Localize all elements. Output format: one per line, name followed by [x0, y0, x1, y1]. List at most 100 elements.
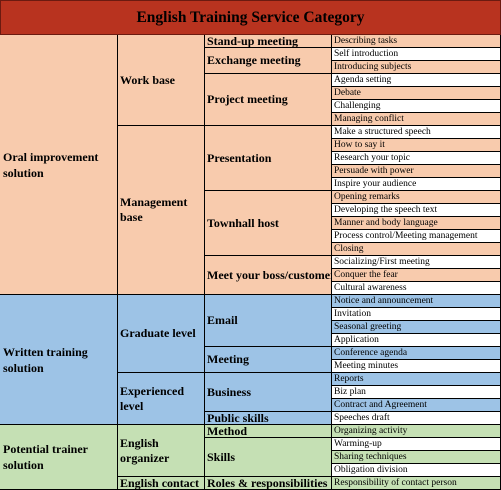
item-how-to-say-it-text: How to say it	[334, 140, 385, 150]
subcategory-meeting-text: Meeting	[207, 352, 249, 366]
subcategory-skills: Skills	[205, 438, 332, 477]
group-graduate-level-text: Graduate level	[120, 326, 196, 340]
subcategory-exchange-meeting: Exchange meeting	[205, 48, 332, 74]
item-contract-and-agreement-text: Contract and Agreement	[334, 400, 427, 410]
item-reports: Reports	[332, 373, 501, 386]
item-organizing-activity-text: Organizing activity	[334, 426, 408, 436]
item-socializing-first-meeting: Socializing/First meeting	[332, 256, 501, 269]
item-obligation-division-text: Obligation division	[334, 465, 408, 475]
item-responsibility-of-contact-person: Responsibility of contact person	[332, 477, 501, 490]
group-english-contact-text: English contact	[120, 477, 200, 490]
item-contract-and-agreement: Contract and Agreement	[332, 399, 501, 412]
item-conference-agenda: Conference agenda	[332, 347, 501, 360]
subcategory-presentation-text: Presentation	[207, 150, 272, 165]
item-introducing-subjects-text: Introducing subjects	[334, 62, 412, 72]
subcategory-public-skills-text: Public skills	[207, 412, 269, 425]
item-describing-tasks-text: Describing tasks	[334, 36, 398, 46]
item-how-to-say-it: How to say it	[332, 139, 501, 152]
item-process-control-meeting-management: Process control/Meeting management	[332, 230, 501, 243]
subcategory-exchange-meeting-text: Exchange meeting	[207, 53, 301, 67]
group-graduate-level: Graduate level	[118, 295, 205, 373]
category-written-training-solution-text: Written training solution	[3, 344, 88, 375]
item-opening-remarks: Opening remarks	[332, 191, 501, 204]
subcategory-presentation: Presentation	[205, 126, 332, 191]
item-sharing-techniques-text: Sharing techniques	[334, 452, 407, 462]
group-english-contact: English contact	[118, 477, 205, 490]
item-research-your-topic-text: Research your topic	[334, 153, 410, 163]
item-application: Application	[332, 334, 501, 347]
item-self-introduction-text: Self introduction	[334, 49, 399, 59]
item-process-control-meeting-management-text: Process control/Meeting management	[334, 231, 478, 241]
item-responsibility-of-contact-person-text: Responsibility of contact person	[334, 478, 457, 488]
subcategory-roles-responsibilities: Roles & responsibilities	[205, 477, 332, 490]
subcategory-roles-responsibilities-text: Roles & responsibilities	[207, 477, 328, 490]
item-meeting-minutes: Meeting minutes	[332, 360, 501, 373]
item-describing-tasks: Describing tasks	[332, 35, 501, 48]
item-biz-plan: Biz plan	[332, 386, 501, 399]
subcategory-email: Email	[205, 295, 332, 347]
item-persuade-with-power-text: Persuade with power	[334, 166, 414, 176]
subcategory-meet-your-boss-customer-text: Meet your boss/customer	[207, 267, 332, 282]
item-manner-and-body-language-text: Manner and body language	[334, 218, 438, 228]
item-challenging-text: Challenging	[334, 101, 381, 111]
group-experienced-level-text: Experienced level	[120, 383, 184, 413]
item-make-a-structured-speech-text: Make a structured speech	[334, 127, 431, 137]
subcategory-skills-text: Skills	[207, 449, 236, 464]
item-manner-and-body-language: Manner and body language	[332, 217, 501, 230]
category-written-training-solution: Written training solution	[0, 295, 118, 425]
item-conquer-the-fear-text: Conquer the fear	[334, 270, 398, 280]
subcategory-townhall-host-text: Townhall host	[207, 215, 279, 230]
item-closing: Closing	[332, 243, 501, 256]
subcategory-business-text: Business	[207, 384, 252, 399]
category-potential-trainer-solution: Potential trainer solution	[0, 425, 118, 490]
subcategory-method: Method	[205, 425, 332, 438]
subcategory-business: Business	[205, 373, 332, 412]
item-socializing-first-meeting-text: Socializing/First meeting	[334, 257, 430, 267]
item-challenging: Challenging	[332, 100, 501, 113]
item-research-your-topic: Research your topic	[332, 152, 501, 165]
subcategory-meet-your-boss-customer: Meet your boss/customer	[205, 256, 332, 295]
item-seasonal-greeting: Seasonal greeting	[332, 321, 501, 334]
item-reports-text: Reports	[334, 374, 364, 384]
item-opening-remarks-text: Opening remarks	[334, 192, 400, 202]
item-managing-conflict: Managing conflict	[332, 113, 501, 126]
subcategory-email-text: Email	[207, 313, 238, 327]
item-cultural-awareness-text: Cultural awareness	[334, 283, 407, 293]
item-speeches-draft-text: Speeches draft	[334, 413, 390, 423]
subcategory-meeting: Meeting	[205, 347, 332, 373]
category-oral-improvement-solution-text: Oral improvement solution	[3, 149, 99, 180]
item-self-introduction: Self introduction	[332, 48, 501, 61]
item-debate: Debate	[332, 87, 501, 100]
item-obligation-division: Obligation division	[332, 464, 501, 477]
item-conquer-the-fear: Conquer the fear	[332, 269, 501, 282]
item-warming-up: Warming-up	[332, 438, 501, 451]
subcategory-method-text: Method	[207, 425, 247, 438]
category-potential-trainer-solution-text: Potential trainer solution	[3, 442, 88, 472]
item-application-text: Application	[334, 335, 379, 345]
item-agenda-setting: Agenda setting	[332, 74, 501, 87]
group-english-organizer: English organizer	[118, 425, 205, 477]
item-persuade-with-power: Persuade with power	[332, 165, 501, 178]
subcategory-project-meeting-text: Project meeting	[207, 92, 288, 106]
subcategory-townhall-host: Townhall host	[205, 191, 332, 256]
item-managing-conflict-text: Managing conflict	[334, 114, 404, 124]
item-notice-and-announcement-text: Notice and announcement	[334, 296, 434, 306]
item-make-a-structured-speech: Make a structured speech	[332, 126, 501, 139]
item-invitation: Invitation	[332, 308, 501, 321]
subcategory-stand-up-meeting: Stand-up meeting	[205, 35, 332, 48]
item-meeting-minutes-text: Meeting minutes	[334, 361, 399, 371]
item-introducing-subjects: Introducing subjects	[332, 61, 501, 74]
item-inspire-your-audience-text: Inspire your audience	[334, 179, 417, 189]
group-work-base: Work base	[118, 35, 205, 126]
item-developing-the-speech-text: Developing the speech text	[332, 204, 501, 217]
item-closing-text: Closing	[334, 244, 364, 254]
item-cultural-awareness: Cultural awareness	[332, 282, 501, 295]
item-notice-and-announcement: Notice and announcement	[332, 295, 501, 308]
subcategory-stand-up-meeting-text: Stand-up meeting	[207, 35, 299, 48]
subcategory-project-meeting: Project meeting	[205, 74, 332, 126]
item-developing-the-speech-text-text: Developing the speech text	[334, 205, 438, 215]
group-management-base: Management base	[118, 126, 205, 295]
item-conference-agenda-text: Conference agenda	[334, 348, 408, 358]
item-invitation-text: Invitation	[334, 309, 371, 319]
